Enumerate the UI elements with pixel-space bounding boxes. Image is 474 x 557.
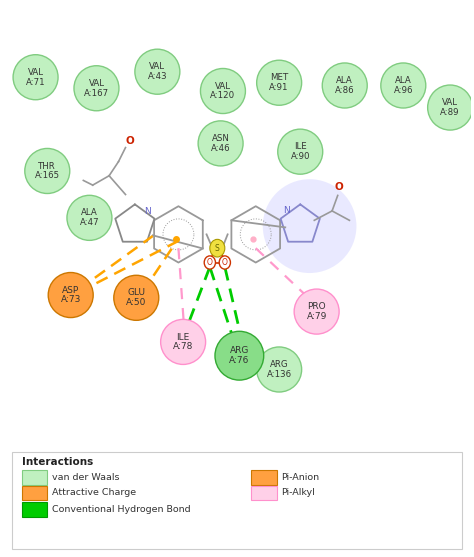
FancyBboxPatch shape xyxy=(21,471,47,485)
Text: Attractive Charge: Attractive Charge xyxy=(52,488,136,497)
Text: GLU
A:50: GLU A:50 xyxy=(126,289,146,307)
Text: MET
A:91: MET A:91 xyxy=(269,74,289,92)
Text: ILE
A:78: ILE A:78 xyxy=(173,333,193,351)
Text: S: S xyxy=(215,243,220,253)
FancyBboxPatch shape xyxy=(12,452,462,549)
Ellipse shape xyxy=(294,289,339,334)
Ellipse shape xyxy=(215,331,264,380)
Text: VAL
A:167: VAL A:167 xyxy=(84,79,109,97)
Text: O: O xyxy=(207,258,213,267)
Text: Conventional Hydrogen Bond: Conventional Hydrogen Bond xyxy=(52,505,191,514)
Circle shape xyxy=(204,256,216,269)
Text: PRO
A:79: PRO A:79 xyxy=(307,302,327,321)
Text: ASP
A:73: ASP A:73 xyxy=(61,286,81,304)
Text: ALA
A:96: ALA A:96 xyxy=(393,76,413,95)
Ellipse shape xyxy=(67,196,112,241)
Text: ARG
A:136: ARG A:136 xyxy=(266,360,292,379)
Ellipse shape xyxy=(74,66,119,111)
Ellipse shape xyxy=(201,69,246,114)
Text: ILE
A:90: ILE A:90 xyxy=(291,143,310,161)
Ellipse shape xyxy=(428,85,473,130)
Text: O: O xyxy=(222,258,228,267)
Text: N: N xyxy=(283,207,290,216)
Text: ALA
A:47: ALA A:47 xyxy=(80,208,99,227)
Ellipse shape xyxy=(257,60,301,105)
Ellipse shape xyxy=(257,347,301,392)
Ellipse shape xyxy=(161,319,206,364)
Text: Pi-Anion: Pi-Anion xyxy=(282,472,319,481)
Text: Pi-Alkyl: Pi-Alkyl xyxy=(282,488,315,497)
FancyBboxPatch shape xyxy=(251,486,277,500)
Text: ASN
A:46: ASN A:46 xyxy=(211,134,230,153)
Ellipse shape xyxy=(278,129,323,174)
Circle shape xyxy=(219,256,230,269)
Text: VAL
A:120: VAL A:120 xyxy=(210,82,236,100)
Ellipse shape xyxy=(135,49,180,94)
Ellipse shape xyxy=(48,272,93,317)
Text: VAL
A:89: VAL A:89 xyxy=(440,98,460,117)
Ellipse shape xyxy=(25,149,70,193)
Text: ARG
A:76: ARG A:76 xyxy=(229,346,249,365)
Text: THR
A:165: THR A:165 xyxy=(35,162,60,180)
Circle shape xyxy=(210,240,225,257)
Ellipse shape xyxy=(322,63,367,108)
FancyBboxPatch shape xyxy=(21,502,47,517)
Ellipse shape xyxy=(263,179,356,273)
Ellipse shape xyxy=(13,55,58,100)
Text: van der Waals: van der Waals xyxy=(52,472,119,481)
Text: O: O xyxy=(334,183,343,193)
Text: O: O xyxy=(126,136,135,146)
Text: VAL
A:71: VAL A:71 xyxy=(26,68,46,86)
Text: VAL
A:43: VAL A:43 xyxy=(147,62,167,81)
Ellipse shape xyxy=(198,121,243,166)
Ellipse shape xyxy=(381,63,426,108)
Text: Interactions: Interactions xyxy=(21,457,93,467)
Ellipse shape xyxy=(114,275,159,320)
FancyBboxPatch shape xyxy=(21,486,47,500)
FancyBboxPatch shape xyxy=(251,471,277,485)
Text: ALA
A:86: ALA A:86 xyxy=(335,76,355,95)
Text: N: N xyxy=(145,207,151,216)
